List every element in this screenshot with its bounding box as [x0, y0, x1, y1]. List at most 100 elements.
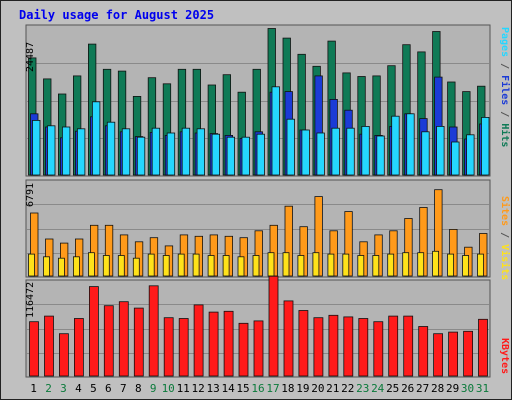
bar-pages-day-14 — [226, 136, 236, 176]
bar-pages-day-9 — [151, 127, 161, 176]
bar-kbytes-day-13 — [208, 311, 219, 377]
bar-pages-day-29 — [451, 141, 460, 176]
bar-kbytes-day-28 — [433, 333, 444, 377]
bar-pages-day-2 — [47, 125, 56, 176]
day-label-5: 5 — [90, 382, 97, 395]
bar-sites-day-27 — [417, 252, 425, 277]
bar-sites-day-15 — [237, 256, 245, 277]
bar-pages-day-25 — [391, 115, 400, 176]
bar-pages-day-15 — [241, 136, 250, 176]
day-label-23: 23 — [356, 382, 369, 395]
legend-top: Pages / Files / Hits — [499, 27, 511, 147]
day-label-9: 9 — [150, 382, 157, 395]
bar-pages-day-10 — [166, 132, 176, 176]
bar-pages-day-18 — [286, 118, 295, 176]
bar-kbytes-day-2 — [44, 315, 54, 377]
bar-sites-day-28 — [432, 250, 440, 277]
day-label-17: 17 — [266, 382, 279, 395]
legend-item-middle-0: Sites — [499, 196, 511, 226]
bar-kbytes-day-18 — [283, 300, 294, 377]
day-label-18: 18 — [281, 382, 294, 395]
bar-pages-day-31 — [481, 117, 490, 176]
bar-kbytes-day-9 — [148, 285, 159, 377]
bar-sites-day-6 — [102, 255, 110, 277]
bar-sites-day-29 — [447, 253, 455, 277]
bar-sites-day-19 — [297, 255, 305, 277]
bar-pages-day-13 — [211, 133, 221, 176]
day-label-21: 21 — [326, 382, 339, 395]
day-label-2: 2 — [45, 382, 52, 395]
bar-kbytes-day-25 — [388, 315, 399, 377]
day-label-28: 28 — [431, 382, 444, 395]
bar-sites-day-30 — [462, 255, 470, 277]
legend-item-top-3: / — [499, 105, 510, 123]
day-label-22: 22 — [341, 382, 354, 395]
y-max-label-top: 24487 — [25, 42, 36, 72]
bar-sites-day-21 — [327, 253, 335, 277]
bar-sites-day-22 — [342, 253, 350, 277]
bar-kbytes-day-12 — [193, 304, 204, 377]
day-label-4: 4 — [75, 382, 82, 395]
bar-pages-day-24 — [376, 135, 385, 176]
bar-kbytes-day-8 — [133, 307, 144, 377]
bar-sites-day-9 — [147, 253, 155, 277]
day-label-30: 30 — [461, 382, 474, 395]
day-label-6: 6 — [105, 382, 112, 395]
bar-sites-day-31 — [477, 253, 484, 277]
bar-sites-day-7 — [117, 255, 125, 277]
bar-sites-day-11 — [177, 253, 185, 277]
bar-kbytes-day-10 — [163, 317, 174, 377]
day-label-16: 16 — [251, 382, 264, 395]
bar-kbytes-day-22 — [343, 316, 354, 377]
bar-sites-day-23 — [357, 255, 365, 277]
bar-pages-day-4 — [77, 128, 86, 176]
bar-pages-day-26 — [406, 113, 415, 176]
bar-sites-day-12 — [192, 253, 200, 277]
day-label-27: 27 — [416, 382, 429, 395]
bar-sites-day-5 — [88, 252, 95, 277]
day-label-3: 3 — [60, 382, 67, 395]
bar-kbytes-day-23 — [358, 318, 369, 377]
panel-middle: 6791 Sites / Visits — [25, 179, 511, 280]
bar-sites-day-17 — [267, 252, 275, 277]
day-label-29: 29 — [446, 382, 459, 395]
bar-pages-day-7 — [121, 128, 131, 176]
day-label-19: 19 — [296, 382, 309, 395]
panel-top: 24487 Pages / Files / Hits — [25, 24, 511, 177]
bar-pages-day-27 — [421, 131, 430, 176]
bar-pages-day-22 — [346, 127, 355, 176]
bar-kbytes-day-21 — [328, 314, 339, 377]
y-max-label-middle: 6791 — [25, 183, 36, 207]
day-label-25: 25 — [386, 382, 399, 395]
bar-kbytes-day-29 — [448, 331, 459, 377]
day-label-15: 15 — [236, 382, 249, 395]
legend-item-top-4: Hits — [499, 123, 511, 147]
bar-sites-day-1 — [28, 253, 35, 277]
bar-kbytes-day-14 — [223, 310, 234, 377]
bar-sites-day-2 — [43, 256, 50, 277]
bar-pages-day-5 — [92, 101, 101, 176]
day-label-24: 24 — [371, 382, 385, 395]
day-label-26: 26 — [401, 382, 414, 395]
bar-sites-day-13 — [207, 255, 215, 277]
bar-kbytes-day-5 — [89, 286, 99, 377]
bar-kbytes-day-4 — [74, 318, 84, 377]
day-label-20: 20 — [311, 382, 324, 395]
bar-sites-day-3 — [58, 257, 65, 277]
bar-kbytes-day-1 — [29, 321, 39, 377]
legend-item-top-0: Pages — [499, 27, 510, 57]
bar-kbytes-day-26 — [403, 315, 414, 377]
bar-pages-day-6 — [106, 121, 116, 176]
bar-sites-day-24 — [372, 255, 380, 277]
day-label-1: 1 — [30, 382, 37, 395]
y-max-label-bottom: 116472 — [25, 282, 36, 318]
bar-pages-day-12 — [196, 128, 206, 176]
bar-kbytes-day-31 — [478, 318, 488, 377]
bar-sites-day-25 — [387, 253, 395, 277]
bar-kbytes-day-30 — [463, 330, 474, 377]
bar-pages-day-21 — [331, 127, 340, 176]
legend-item-middle-2: Visits — [499, 244, 511, 280]
day-label-11: 11 — [177, 382, 190, 395]
panel-bottom: 116472 KBytes — [25, 275, 510, 378]
